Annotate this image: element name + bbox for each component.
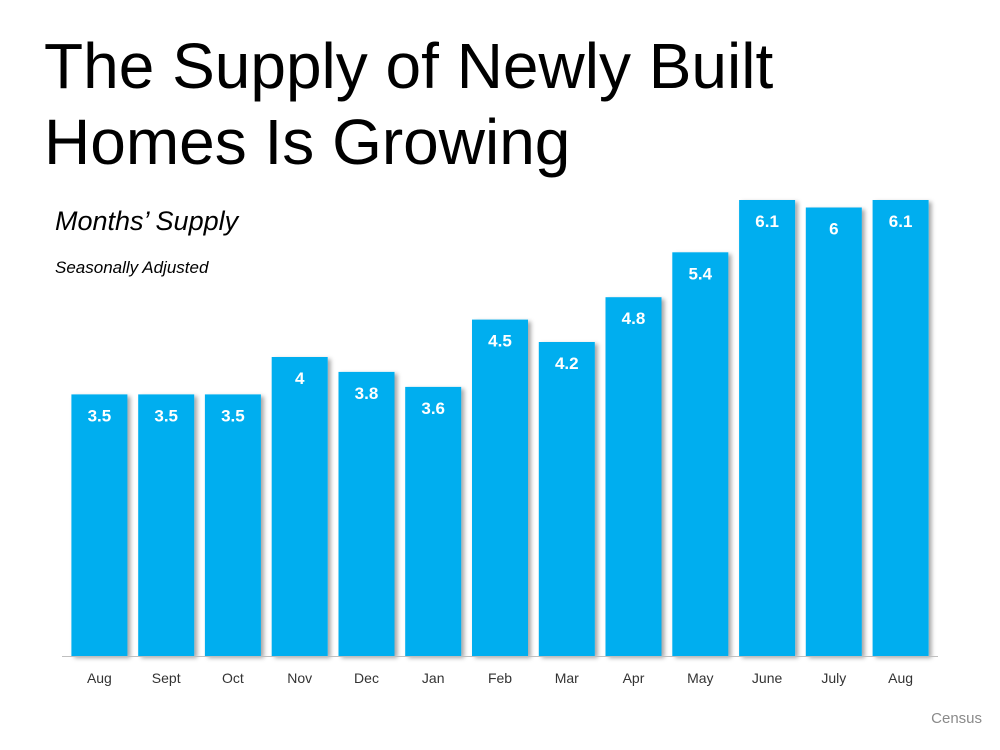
- bar-value-label-6: 4.5: [488, 332, 512, 351]
- bar-value-label-10: 6.1: [755, 212, 779, 231]
- x-tick-label-8: Apr: [623, 670, 645, 686]
- labels-group: 3.5 Aug 3.5 Sept 3.5 Oct 4 Nov 3.8 Dec 3.6 Jan 4.5 Fe…: [87, 212, 913, 686]
- chart-subtitle: Months’ Supply: [55, 206, 239, 236]
- bar-value-label-9: 5.4: [688, 264, 712, 283]
- x-tick-label-6: Feb: [488, 670, 512, 686]
- bar-value-label-3: 4: [295, 369, 305, 388]
- bar-11: [805, 207, 862, 656]
- bar-value-label-8: 4.8: [622, 309, 646, 328]
- page-title: The Supply of Newly Built Homes Is Growi…: [44, 30, 774, 178]
- bar-0: [71, 394, 128, 656]
- bar-value-label-7: 4.2: [555, 354, 579, 373]
- bar-8: [605, 297, 662, 656]
- x-tick-label-0: Aug: [87, 670, 112, 686]
- bars-group: [71, 200, 929, 657]
- bar-4: [338, 371, 395, 656]
- bar-1: [138, 394, 195, 656]
- bar-2: [204, 394, 261, 656]
- x-tick-label-10: June: [752, 670, 783, 686]
- bar-value-label-11: 6: [829, 220, 838, 239]
- x-tick-label-7: Mar: [555, 670, 579, 686]
- x-tick-label-2: Oct: [222, 670, 244, 686]
- x-tick-label-5: Jan: [422, 670, 445, 686]
- bar-6: [472, 319, 528, 656]
- chart-note: Seasonally Adjusted: [55, 258, 209, 277]
- bar-value-label-5: 3.6: [421, 399, 445, 418]
- bar-10: [739, 200, 796, 656]
- x-tick-label-11: July: [821, 670, 846, 686]
- bar-value-label-4: 3.8: [355, 384, 379, 403]
- x-tick-label-3: Nov: [287, 670, 312, 686]
- x-tick-label-9: May: [687, 670, 713, 686]
- bar-value-label-12: 6.1: [889, 212, 913, 231]
- bar-value-label-1: 3.5: [154, 406, 178, 425]
- bar-5: [405, 386, 462, 656]
- x-tick-label-1: Sept: [152, 670, 181, 686]
- source-label: Census: [931, 710, 982, 727]
- bar-value-label-2: 3.5: [221, 406, 245, 425]
- bar-9: [672, 252, 729, 657]
- bar-7: [538, 342, 595, 656]
- bar-12: [872, 200, 929, 656]
- bar-value-label-0: 3.5: [88, 406, 112, 425]
- x-tick-label-4: Dec: [354, 670, 379, 686]
- bar-3: [271, 357, 328, 656]
- x-tick-label-12: Aug: [888, 670, 913, 686]
